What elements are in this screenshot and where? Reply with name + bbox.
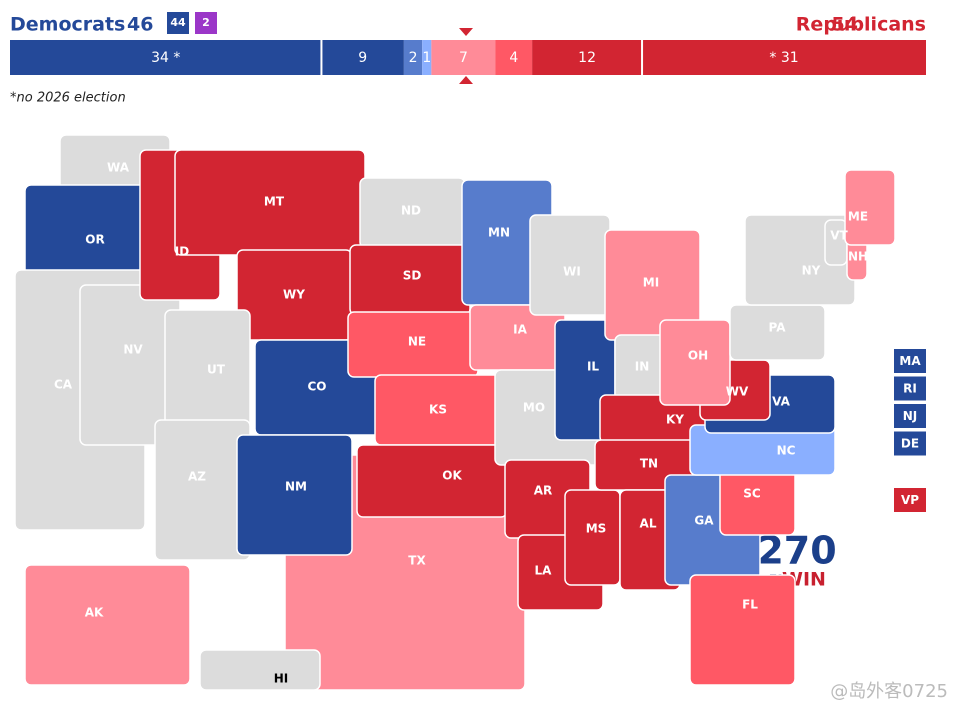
state (564, 489, 621, 586)
state-label: TN (640, 457, 658, 471)
bar-label: * 31 (769, 50, 798, 66)
side-box-label: VP (901, 493, 919, 507)
side-box (894, 349, 926, 373)
state-label: NY (802, 264, 821, 278)
side-box-label: RI (903, 382, 917, 396)
bar-segment (321, 40, 404, 75)
state (199, 649, 321, 691)
state (236, 434, 353, 556)
state-label: TX (408, 554, 426, 568)
state-label: IL (587, 360, 599, 374)
state-label: KS (429, 403, 447, 417)
state-label: IN (635, 360, 650, 374)
state-label: OR (85, 233, 104, 247)
state-label: ND (401, 204, 421, 218)
state-label: MT (264, 195, 285, 209)
bar-label: 4 (509, 50, 518, 66)
badge (167, 12, 189, 34)
state-label: CA (54, 378, 73, 392)
state-label: MO (523, 401, 545, 415)
state-label: VT (830, 229, 848, 243)
side-box-label: MA (899, 354, 921, 368)
state-label: NC (777, 444, 796, 458)
state-label: AK (85, 606, 104, 620)
state (689, 574, 796, 686)
side-box (894, 431, 926, 456)
bar-label: 2 (409, 50, 418, 66)
state-label: IA (513, 323, 527, 337)
side-box (894, 488, 926, 512)
state-label: CO (307, 380, 326, 394)
bar-label: 7 (459, 50, 468, 66)
state-label: NV (123, 343, 143, 357)
state-label: SD (403, 269, 422, 283)
side-box (894, 376, 926, 401)
bar-segment (422, 40, 432, 75)
footnote: *no 2026 election (10, 91, 126, 106)
state-label: MN (488, 226, 510, 240)
bar-segment (10, 40, 322, 75)
state (824, 219, 848, 266)
bar-segment (532, 40, 643, 75)
state-label: LA (535, 564, 553, 578)
state-label: WI (563, 265, 581, 279)
state-label: MI (643, 276, 659, 290)
state-label: WA (107, 161, 130, 175)
dem-label: Democrats (10, 14, 125, 36)
rep-label: Republicans (796, 14, 926, 36)
watermark: @岛外客0725 (830, 681, 948, 702)
state-label: MS (586, 522, 607, 536)
state-label: ID (175, 245, 189, 259)
badge (195, 12, 217, 34)
state (659, 319, 731, 406)
bar-segment (642, 40, 926, 75)
state (154, 419, 251, 561)
rep-total: 54 (832, 14, 858, 36)
state-label: ME (848, 210, 868, 224)
side-box (894, 404, 926, 428)
dem-total: 46 (127, 14, 153, 36)
state (844, 169, 896, 246)
state-label: KY (666, 413, 684, 427)
logo-number: 270 (757, 529, 836, 573)
bar-label: 34 * (151, 50, 180, 66)
bar-segment (495, 40, 533, 75)
state-label: VA (772, 395, 790, 409)
state (24, 564, 191, 686)
state-label: UT (207, 363, 226, 377)
majority-marker (459, 76, 473, 84)
state-label: WV (726, 385, 749, 399)
state-label: WY (283, 288, 305, 302)
side-box-label: NJ (903, 409, 918, 423)
bar-segment (431, 40, 496, 75)
badge-text: 2 (202, 16, 210, 29)
state-label: OK (442, 469, 462, 483)
bar-label: 1 (422, 50, 431, 66)
bar-label: 9 (358, 50, 367, 66)
state-label: OH (688, 349, 708, 363)
state-label: GA (694, 514, 714, 528)
state-label: AZ (188, 470, 206, 484)
state-label: HI (274, 672, 289, 686)
bar-label: 12 (578, 50, 596, 66)
state-label: PA (769, 321, 787, 335)
state-label: AL (640, 517, 657, 531)
state-label: NH (848, 250, 868, 264)
badge-text: 44 (170, 16, 186, 29)
state-label: NE (408, 335, 426, 349)
side-box-label: DE (901, 437, 919, 451)
bar-segment (403, 40, 423, 75)
state-label: NM (285, 480, 307, 494)
state-label: FL (742, 598, 758, 612)
state-label: AR (534, 484, 553, 498)
majority-marker (459, 28, 473, 36)
map (14, 134, 896, 691)
state (356, 444, 508, 518)
state-label: SC (743, 487, 761, 501)
